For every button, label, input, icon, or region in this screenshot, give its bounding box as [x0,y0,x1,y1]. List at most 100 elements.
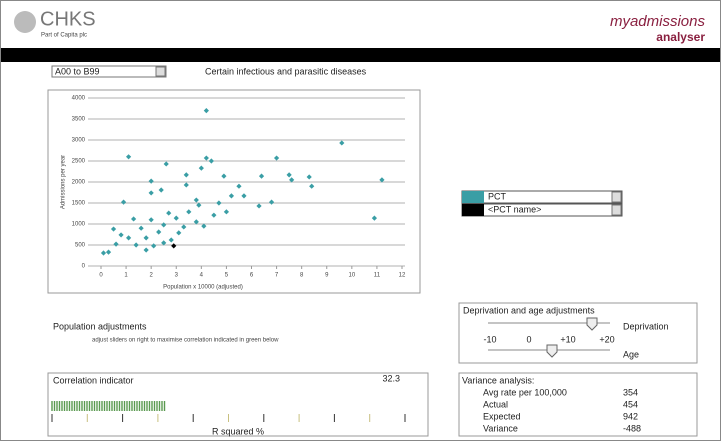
variance-value: -488 [623,423,641,433]
point [201,223,207,229]
x-tick-label: 9 [325,273,329,279]
point [105,249,112,255]
point [163,161,169,167]
x-tick-label: 12 [399,273,406,279]
x-tick-label: 6 [250,273,254,279]
scale-label: -10 [483,334,496,344]
y-tick-label: 3500 [72,117,86,123]
select-arrow[interactable] [155,66,166,77]
x-tick-label: 3 [175,273,179,279]
scale-label: +20 [599,334,614,344]
y-tick-label: 3000 [72,138,86,144]
correlation-panel [47,372,429,437]
population-hint: adjust sliders on right to maximise corr… [92,338,279,344]
x-tick-label: 10 [348,273,355,279]
point [306,174,312,180]
deprivation-slider-thumb[interactable] [586,317,598,331]
point [203,108,209,114]
point [186,209,192,215]
pct-name-select[interactable] [461,203,623,217]
select-arrow[interactable] [611,204,622,216]
point [211,212,217,218]
point [125,154,132,160]
point [161,222,167,228]
y-tick-label: 1000 [72,222,86,228]
x-tick-label: 7 [275,273,279,279]
point [273,155,280,161]
point [143,247,149,253]
point [173,215,179,221]
point [158,187,164,193]
logo-subtitle: Part of Capita plc [41,33,87,39]
point [168,237,174,243]
point [171,243,177,249]
y-tick-label: 4000 [72,96,86,102]
point [371,215,378,221]
point [309,183,315,189]
point [196,202,202,208]
point [148,217,154,223]
point [183,172,189,178]
y-tick-label: 500 [75,243,86,249]
point [228,193,235,199]
correlation-scale [51,401,406,422]
x-tick-label: 4 [200,273,204,279]
variance-label: Expected [483,411,521,421]
correlation-title: Correlation indicator [53,375,134,385]
point [151,243,157,249]
point [183,182,189,188]
point [208,158,214,164]
point [166,210,172,216]
point [120,199,127,205]
point [258,173,265,179]
product: myadmissions [610,13,706,30]
variance-value: 942 [623,411,638,421]
logo-mark [14,11,36,33]
diagnosis-select-text: A00 to B99 [55,66,100,76]
legend-swatch [462,204,484,216]
adjustments-title: Deprivation and age adjustments [463,305,595,315]
population-title: Population adjustments [53,321,147,331]
point [221,173,227,179]
age-label: Age [623,349,639,359]
point [131,216,137,222]
y-tick-label: 1500 [72,201,86,207]
toolbar-band [1,48,720,62]
point [133,242,139,248]
correlation-value: 32.3 [382,373,400,383]
point [118,232,124,238]
point [138,225,144,231]
point [236,183,242,189]
scale-label: 0 [526,334,531,344]
point [193,197,199,203]
select-arrow[interactable] [611,191,622,203]
x-tick-label: 0 [99,273,103,279]
point [156,229,162,235]
legend-swatch [462,191,484,203]
x-tick-label: 2 [149,273,153,279]
point [176,230,182,236]
x-tick-label: 8 [300,273,304,279]
variance-label: Avg rate per 100,000 [483,387,567,397]
point [223,209,230,215]
variance-table: Avg rate per 100,000 354 Actual 454 Expected… [483,387,641,433]
point [268,199,275,205]
pct-select[interactable] [461,190,623,204]
adjustments-panel [458,302,698,364]
point [113,241,119,247]
point [193,219,199,225]
variance-value: 454 [623,399,638,409]
diagnosis-select[interactable] [51,65,167,78]
point [110,226,117,232]
variance-panel [458,372,698,437]
point [241,193,247,199]
variance-title: Variance analysis: [462,375,534,385]
point [143,235,149,241]
correlation-axis-label: R squared % [212,426,264,436]
y-axis-label: Admissions per year [61,155,67,209]
x-tick-label: 11 [374,273,381,279]
age-slider-thumb[interactable] [546,344,558,358]
point [198,165,204,171]
scale-label: +10 [560,334,575,344]
